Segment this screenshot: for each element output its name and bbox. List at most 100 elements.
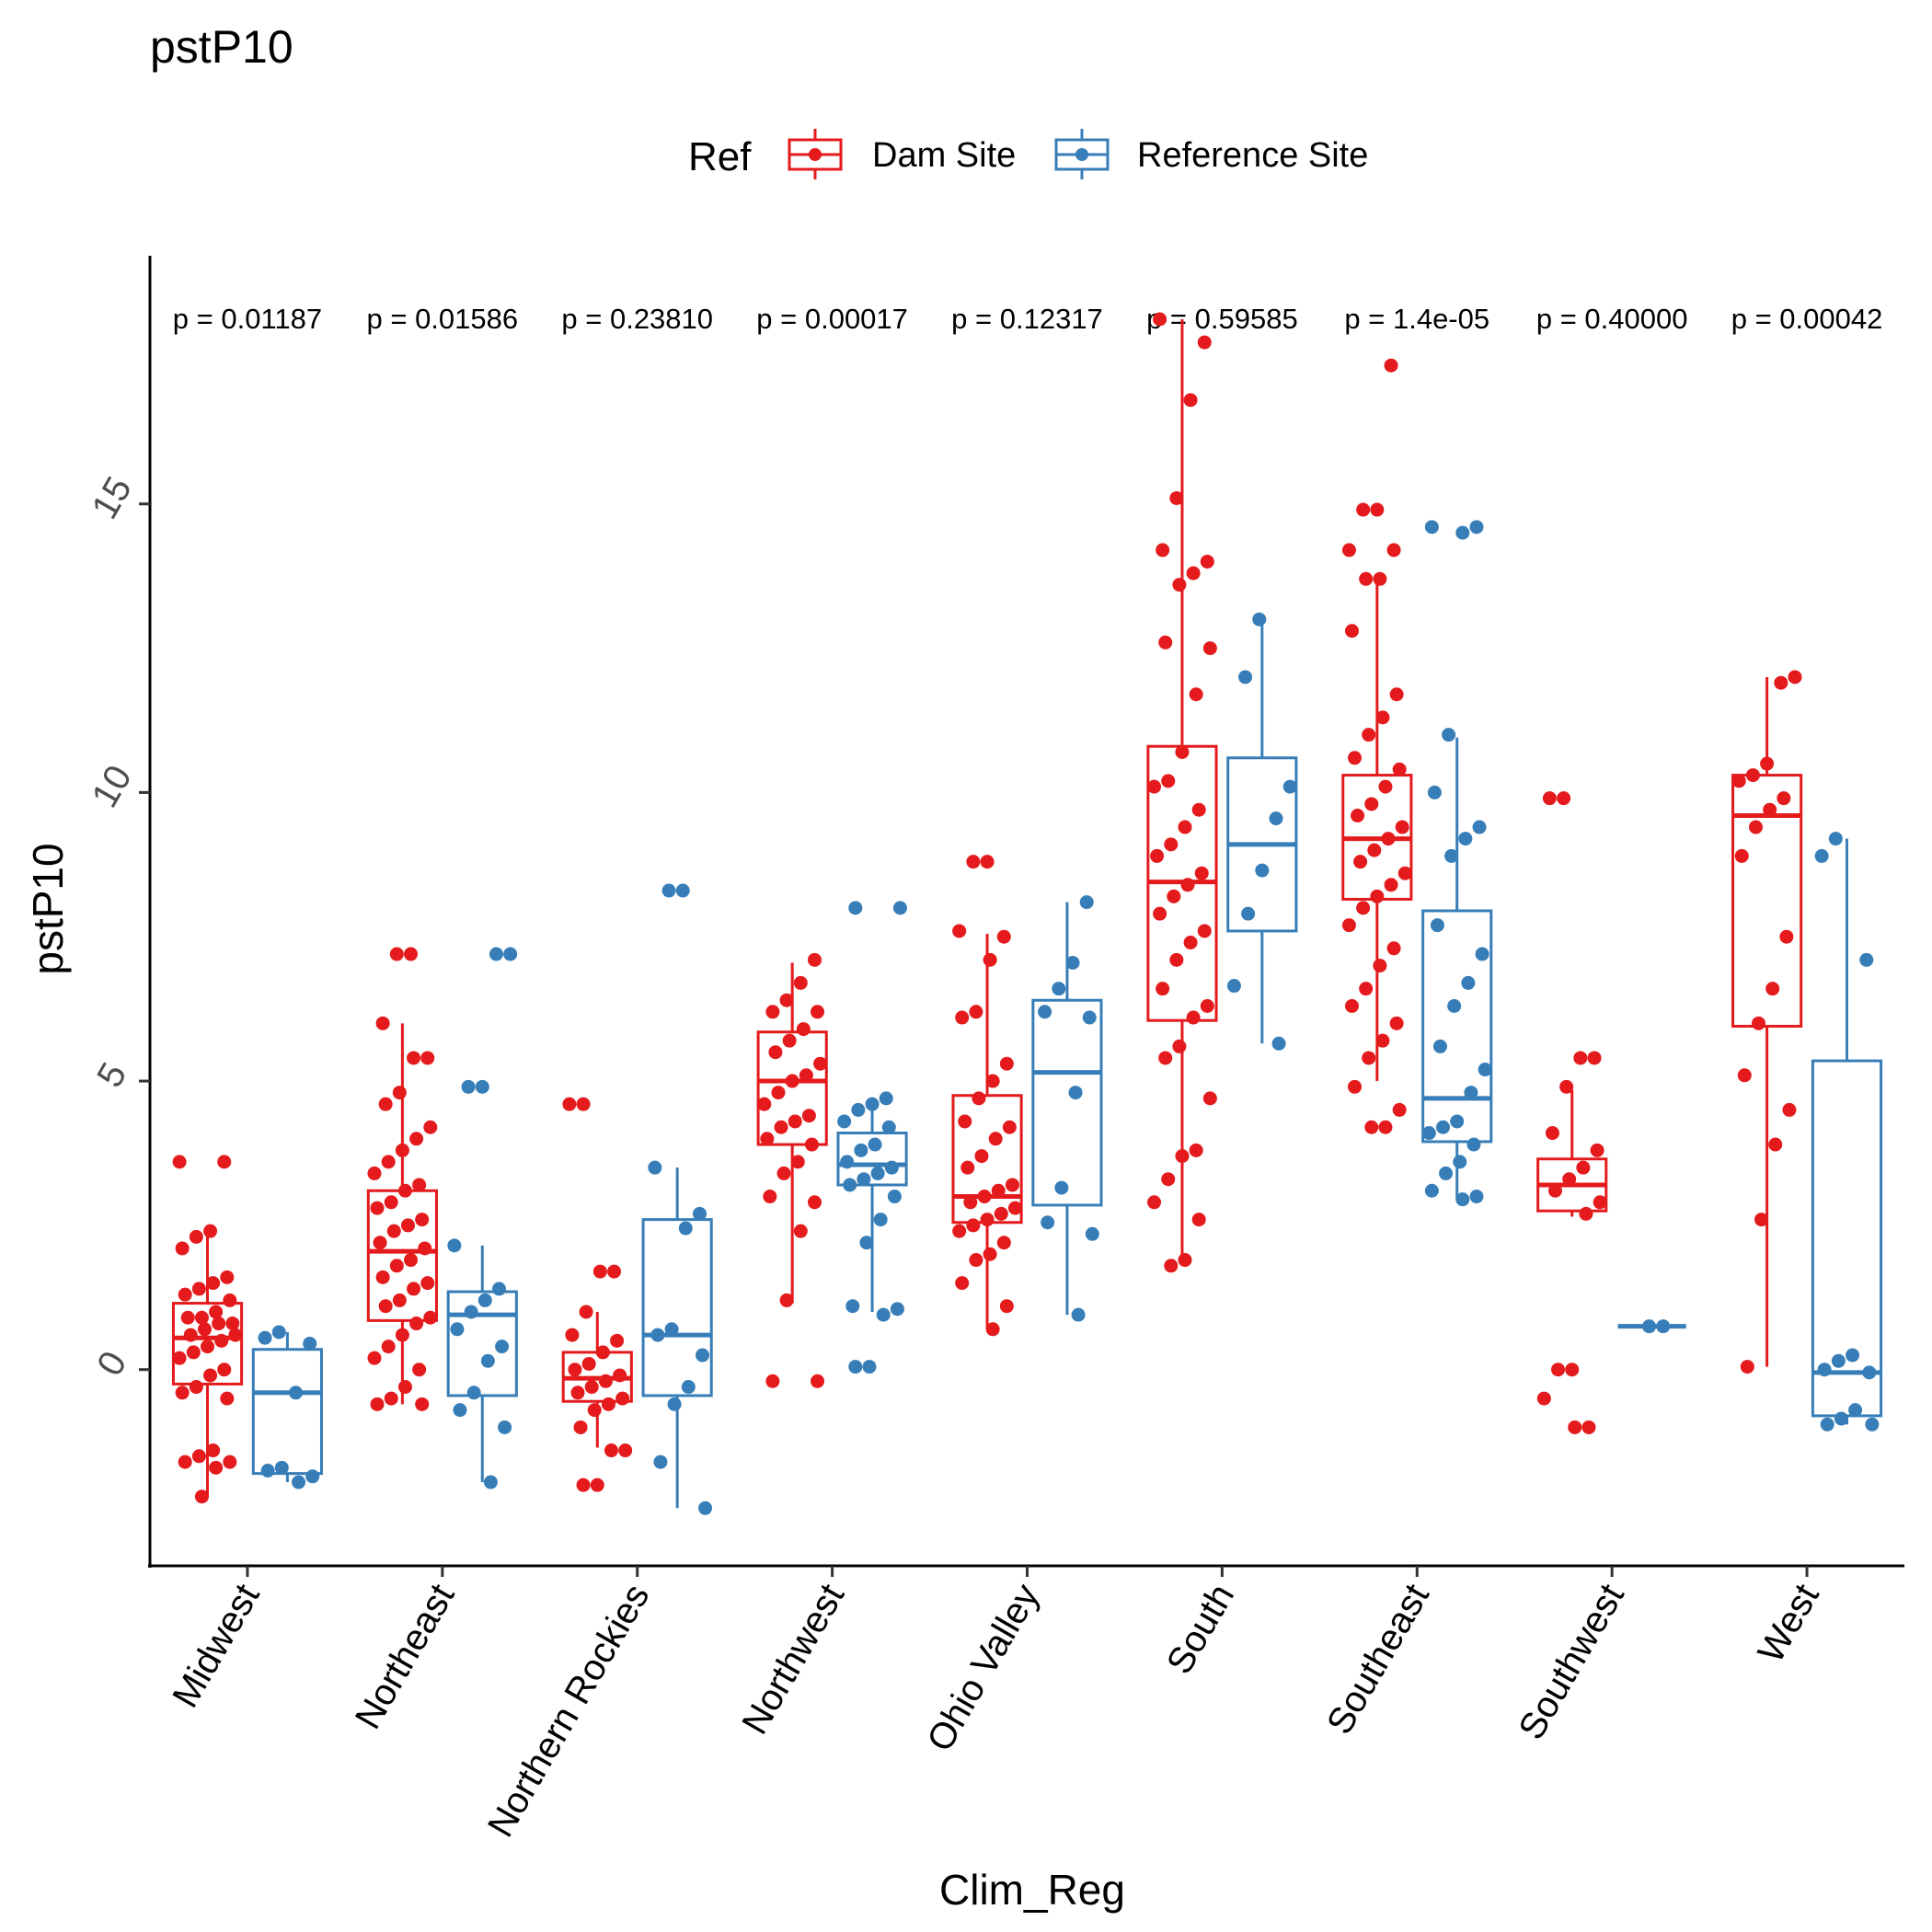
data-point-reference-site [1817, 1363, 1832, 1377]
data-point-dam-site [1202, 641, 1217, 656]
data-point-dam-site [1774, 675, 1788, 690]
data-point-dam-site [1565, 1363, 1580, 1377]
data-point-dam-site [581, 1356, 596, 1371]
data-point-reference-site [1269, 811, 1283, 826]
data-point-reference-site [1282, 779, 1297, 794]
data-point-dam-site [977, 1190, 992, 1204]
data-point-reference-site [692, 1206, 707, 1221]
data-point-dam-site [1172, 1039, 1187, 1053]
data-point-dam-site [1745, 768, 1760, 783]
data-point-reference-site [292, 1475, 306, 1489]
p-value-label: p = 0.00017 [756, 303, 908, 335]
data-point-dam-site [1384, 358, 1398, 373]
data-point-reference-site [892, 901, 907, 915]
data-point-dam-site [1559, 1079, 1574, 1094]
data-point-reference-site [1065, 955, 1080, 970]
data-point-dam-site [223, 1455, 237, 1469]
data-point-dam-site [1147, 779, 1162, 794]
data-point-dam-site [765, 1005, 780, 1019]
data-point-dam-site [386, 1224, 401, 1238]
x-tick-label-west: West [1751, 1578, 1827, 1670]
data-point-reference-site [1442, 728, 1456, 742]
data-point-dam-site [1576, 1160, 1591, 1175]
data-point-dam-site [980, 1213, 995, 1227]
data-point-dam-site [172, 1351, 187, 1365]
data-point-reference-site [1472, 820, 1487, 834]
data-point-dam-site [996, 929, 1011, 944]
data-point-dam-site [203, 1224, 218, 1238]
data-point-reference-site [1458, 832, 1473, 846]
box-reference-site-west [1811, 1059, 1883, 1418]
data-point-reference-site [1466, 1137, 1481, 1152]
data-point-dam-site [370, 1201, 385, 1215]
data-point-dam-site [397, 1183, 412, 1198]
data-point-dam-site [799, 1068, 813, 1083]
data-point-reference-site [1421, 1126, 1436, 1141]
data-point-reference-site [303, 1336, 317, 1351]
data-point-dam-site [191, 1282, 206, 1296]
data-point-dam-site [807, 1195, 822, 1210]
data-point-reference-site [450, 1322, 465, 1337]
data-point-dam-site [565, 1328, 580, 1342]
data-point-reference-site [854, 1143, 868, 1157]
data-point-dam-site [1373, 571, 1387, 586]
data-point-dam-site [1189, 1143, 1203, 1157]
data-point-dam-site [969, 1005, 983, 1019]
data-point-dam-site [1587, 1051, 1602, 1065]
y-tick-label: 15 [85, 470, 140, 526]
data-point-dam-site [1169, 490, 1184, 505]
data-point-reference-site [1455, 1192, 1470, 1207]
data-point-reference-site [1656, 1319, 1671, 1334]
data-point-dam-site [1378, 1120, 1393, 1134]
data-point-dam-site [573, 1420, 588, 1434]
data-point-dam-site [994, 1206, 1008, 1221]
data-point-reference-site [845, 1299, 860, 1314]
data-point-dam-site [757, 1097, 772, 1111]
data-point-dam-site [407, 1051, 421, 1065]
data-point-dam-site [1590, 1143, 1604, 1157]
p-value-label: p = 0.59585 [1146, 303, 1298, 335]
data-point-dam-site [1183, 393, 1198, 408]
x-tick-label-northwest: Northwest [734, 1578, 852, 1742]
data-point-dam-site [1367, 843, 1382, 857]
data-point-dam-site [763, 1190, 777, 1204]
x-axis-title: Clim_Reg [939, 1866, 1125, 1914]
data-point-dam-site [1392, 762, 1407, 776]
data-point-dam-site [1386, 941, 1401, 956]
data-point-dam-site [576, 1097, 591, 1111]
data-point-dam-site [378, 1299, 393, 1314]
data-point-dam-site [768, 1045, 783, 1060]
data-point-reference-site [884, 1160, 899, 1175]
data-point-reference-site [1038, 1005, 1052, 1019]
data-point-reference-site [498, 1420, 512, 1434]
box-reference-site-northeast [446, 1290, 518, 1397]
data-point-dam-site [397, 1380, 412, 1395]
data-point-dam-site [191, 1449, 206, 1464]
data-point-reference-site [698, 1501, 713, 1515]
data-point-dam-site [212, 1317, 226, 1331]
data-point-dam-site [420, 1051, 435, 1065]
data-point-reference-site [653, 1455, 668, 1469]
data-point-dam-site [420, 1276, 435, 1291]
data-point-reference-site [305, 1469, 320, 1484]
data-point-reference-site [1478, 1063, 1492, 1077]
box-reference-site-midwest [251, 1348, 323, 1476]
data-point-dam-site [1169, 952, 1184, 967]
data-point-reference-site [667, 1397, 682, 1411]
data-point-dam-site [963, 1195, 978, 1210]
data-point-dam-site [813, 1056, 828, 1071]
data-point-dam-site [367, 1351, 382, 1365]
data-point-reference-site [1439, 1166, 1454, 1180]
box-dam-site-northwest [756, 1030, 828, 1146]
data-point-dam-site [955, 1010, 970, 1025]
data-point-reference-site [1252, 612, 1267, 627]
x-tick-label-ohio-valley: Ohio Valley [919, 1578, 1047, 1759]
data-point-dam-site [996, 1236, 1011, 1250]
data-point-dam-site [1782, 1102, 1797, 1117]
data-point-dam-site [771, 1086, 786, 1100]
data-point-reference-site [1432, 1039, 1447, 1053]
data-point-reference-site [1862, 1365, 1877, 1380]
data-point-dam-site [373, 1236, 387, 1250]
legend-label-dam-site: Dam Site [872, 136, 1016, 175]
